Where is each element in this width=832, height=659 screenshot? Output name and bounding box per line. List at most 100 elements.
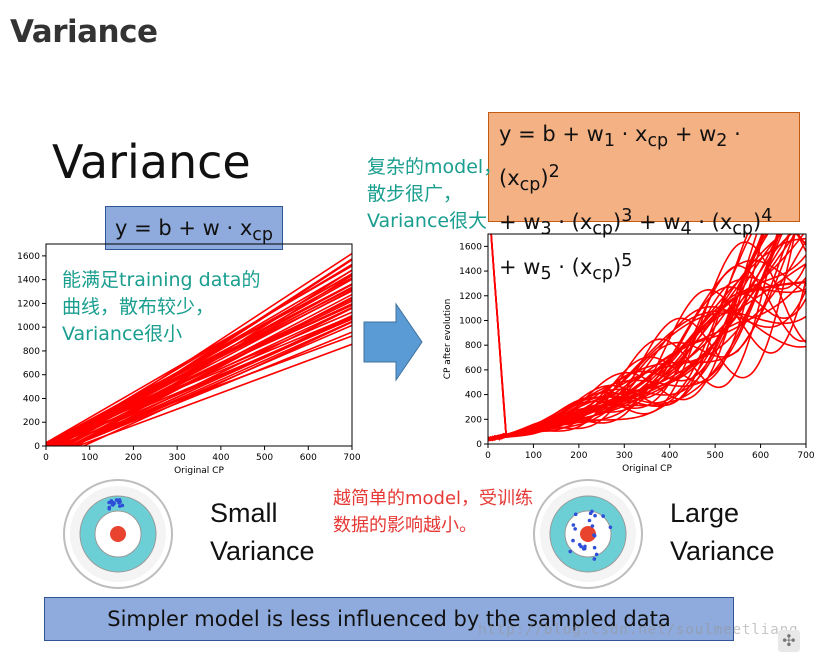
x-tick-label: 0 (43, 453, 49, 463)
x-tick-label: 0 (485, 451, 491, 461)
large-variance-label-line1: Large (670, 498, 740, 528)
large-variance-label-line2: Variance (670, 536, 775, 566)
poly-fit-curve (488, 310, 806, 441)
x-tick-label: 400 (661, 451, 678, 461)
chart-simple-plot: 0 100 200 300 400 500 600 700 0 200 400 600 800 1000 1… (17, 243, 360, 476)
shot-dot (107, 506, 112, 511)
x-tick-label: 300 (616, 451, 633, 461)
small-variance-label-line1: Small (210, 498, 278, 528)
y-tick-label: 800 (465, 341, 482, 351)
fit-line (46, 277, 352, 445)
formula-line-1: y = b + w1 · xcp + w2 · (xcp)2 (499, 122, 741, 196)
shot-dot (592, 533, 597, 538)
shot-dot (590, 524, 595, 528)
simple-model-note: 能满足training data的曲线，散布较少，Variance很小 (62, 269, 261, 345)
x-tick-label: 600 (752, 451, 769, 461)
poly-fit-curve (488, 234, 782, 440)
complex-model-formula: y = b + w1 · xcp + w2 · (xcp)2 + w3 · (x… (488, 112, 800, 284)
y-tick-label: 1400 (459, 267, 482, 277)
simple-model-formula: y = b + w · xcp (105, 206, 283, 250)
fit-line (46, 298, 352, 446)
poly-fit-curve (488, 312, 806, 440)
shot-dot (112, 501, 117, 506)
shot-dot (571, 538, 575, 543)
poly-fit-curve (488, 259, 806, 441)
complex-model-note: 复杂的model，散步很广，Variance很大 (367, 156, 503, 232)
fit-line (50, 300, 352, 446)
shot-dot (107, 500, 111, 505)
fit-line (75, 343, 352, 446)
fit-line (70, 331, 352, 446)
y-tick-label: 1000 (17, 323, 40, 333)
poly-fit-curve (488, 234, 797, 441)
fit-line (57, 318, 352, 446)
large-variance-label: Large Variance (670, 494, 775, 570)
plot-frame (487, 233, 807, 445)
shot-dot (587, 518, 592, 523)
shot-dot (581, 547, 586, 551)
shot-dot (601, 514, 605, 518)
poly-fit-curve (490, 234, 791, 437)
fit-line (81, 321, 352, 446)
y-tick-label: 1000 (459, 316, 482, 326)
fit-line (46, 423, 91, 446)
y-tick-label: 400 (23, 394, 40, 404)
shot-dot (608, 525, 613, 530)
y-tick-label: 200 (465, 415, 482, 425)
shot-dot (573, 512, 578, 517)
small-variance-label: Small Variance (210, 494, 315, 570)
chart-lines (488, 234, 806, 442)
fit-line (46, 265, 352, 444)
x-axis-label: Original CP (622, 464, 672, 474)
y-tick-label: 0 (34, 442, 40, 452)
poly-fit-curve (488, 281, 806, 440)
y-tick-label: 400 (465, 391, 482, 401)
shot-dot (571, 523, 576, 527)
poly-fit-curve (488, 238, 806, 442)
formula-line-2: + w3 · (xcp)3 + w4 · (xcp)4 (499, 206, 773, 240)
simple-model-chart: 0 100 200 300 400 500 600 700 0 200 400 600 800 1000 1… (17, 243, 360, 476)
x-tick-label: 200 (125, 453, 142, 463)
move-icon[interactable]: ✣ (778, 630, 800, 652)
fit-line (71, 314, 352, 446)
arrow-right-icon (363, 302, 423, 382)
y-tick-label: 600 (23, 371, 40, 381)
center-note: 越简单的model，受训练数据的影响越小。 (333, 488, 534, 536)
poly-fit-curve (488, 234, 763, 440)
shot-dot (116, 498, 120, 503)
x-tick-label: 100 (525, 451, 542, 461)
y-tick-label: 800 (23, 347, 40, 357)
watermark: http://blog.csdn.net/soulmeetliang (478, 622, 799, 638)
slide-title: Variance (52, 135, 251, 189)
shot-dot (593, 513, 597, 518)
small-variance-target-icon (63, 479, 173, 589)
shot-dot (579, 544, 583, 549)
large-variance-target-icon (533, 479, 643, 589)
x-tick-label: 300 (169, 453, 186, 463)
y-tick-label: 600 (465, 366, 482, 376)
chart-complex-plot: 0 100 200 300 400 500 600 700 0 200 400 600 800 1000 1… (443, 233, 815, 474)
y-tick-label: 1200 (459, 292, 482, 302)
y-tick-label: 1600 (459, 242, 482, 252)
chart-lines (46, 252, 352, 446)
shot-dot (568, 549, 573, 554)
large-variance-dots (568, 509, 613, 561)
x-tick-label: 500 (707, 451, 724, 461)
conclusion-banner: Simpler model is less influenced by the … (44, 597, 734, 641)
fit-line (46, 290, 352, 446)
poly-fit-curve (488, 241, 806, 440)
shot-dot (117, 504, 122, 508)
poly-fit-curve (488, 264, 806, 442)
x-tick-label: 500 (256, 453, 273, 463)
y-tick-label: 1200 (17, 299, 40, 309)
x-tick-label: 100 (81, 453, 98, 463)
x-tick-label: 400 (212, 453, 229, 463)
formula-line-3: + w5 · (xcp)5 (499, 250, 633, 284)
x-tick-label: 200 (570, 451, 587, 461)
y-tick-label: 1400 (17, 276, 40, 286)
x-tick-label: 600 (300, 453, 317, 463)
shot-dot (594, 552, 599, 557)
y-tick-label: 1600 (17, 252, 40, 262)
poly-fit-curve (488, 286, 806, 441)
shot-dot (592, 557, 597, 561)
